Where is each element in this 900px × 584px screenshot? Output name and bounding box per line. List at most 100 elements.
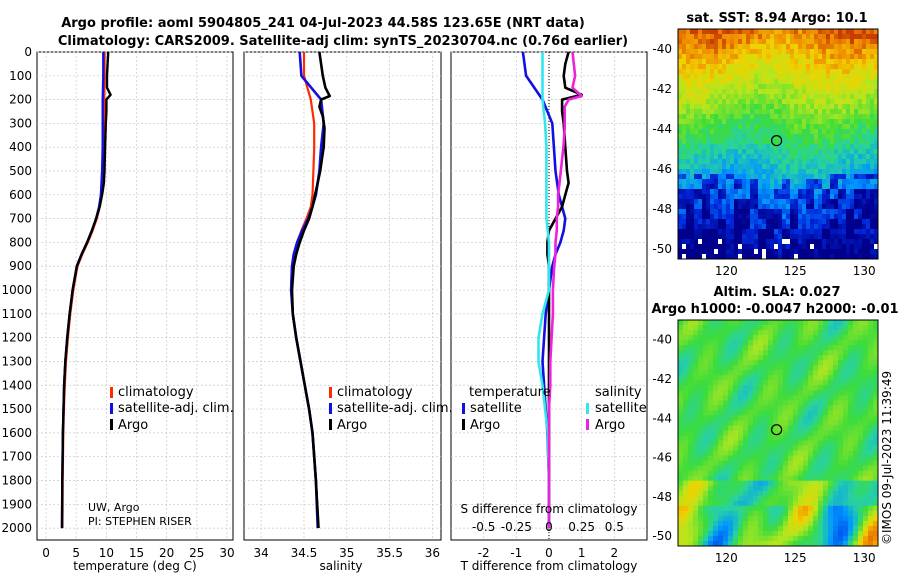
heatmap-cell: [690, 214, 695, 220]
heatmap-cell: [682, 189, 687, 195]
heatmap-cell: [746, 224, 751, 230]
heatmap-cell: [868, 435, 874, 441]
heatmap-cell: [763, 440, 769, 446]
heatmap-cell: [768, 420, 774, 426]
heatmap-cell: [738, 455, 744, 462]
heatmap-cell: [686, 94, 691, 100]
heatmap-cell: [793, 355, 799, 361]
heatmap-cell: [773, 535, 779, 542]
heatmap-cell: [768, 385, 774, 391]
heatmap-cell: [694, 39, 699, 45]
heatmap-cell: [858, 174, 863, 180]
heatmap-cell: [743, 335, 749, 341]
heatmap-cell: [806, 109, 811, 115]
heatmap-cell: [770, 214, 775, 220]
heatmap-cell: [808, 350, 814, 356]
heatmap-cell: [838, 365, 844, 371]
heatmap-cell: [758, 515, 764, 522]
heatmap-cell: [838, 455, 844, 462]
heatmap-cell: [713, 375, 719, 381]
heatmap-cell: [846, 119, 851, 125]
heatmap-cell: [783, 440, 789, 446]
heatmap-cell: [828, 495, 834, 502]
heatmap-cell: [818, 465, 824, 472]
heatmap-cell: [682, 109, 687, 115]
heatmap-cell: [742, 179, 747, 185]
sst-map: sat. SST: 8.94 Argo: 10.1 -40-42-44-46-4…: [652, 11, 879, 278]
heatmap-cell: [746, 184, 751, 190]
heatmap-cell: [773, 410, 779, 416]
heatmap-cell: [783, 360, 789, 366]
heatmap-cell: [838, 415, 844, 421]
heatmap-cell: [793, 525, 799, 532]
heatmap-cell: [722, 29, 727, 35]
heatmap-cell: [686, 154, 691, 160]
heatmap-cell: [793, 395, 799, 401]
heatmap-cell: [786, 214, 791, 220]
heatmap-cell: [814, 89, 819, 95]
heatmap-cell: [763, 395, 769, 401]
heatmap-cell: [703, 450, 709, 456]
heatmap-cell: [874, 154, 879, 160]
heatmap-cell: [798, 405, 804, 411]
heatmap-cell: [693, 455, 699, 462]
heatmap-cell: [790, 229, 795, 235]
heatmap-cell: [738, 64, 743, 70]
heatmap-cell: [803, 470, 809, 477]
heatmap-cell: [726, 129, 731, 135]
heatmap-cell: [694, 209, 699, 215]
heatmap-cell: [762, 34, 767, 40]
heatmap-cell: [826, 129, 831, 135]
heatmap-cell: [830, 54, 835, 60]
heatmap-cell: [690, 99, 695, 105]
heatmap-cell: [798, 345, 804, 351]
sst-heatmap-cells: [678, 29, 879, 260]
heatmap-cell: [738, 540, 744, 547]
heatmap-cell: [788, 440, 794, 446]
heatmap-cell: [848, 440, 854, 446]
heatmap-cell: [738, 365, 744, 371]
heatmap-cell: [753, 450, 759, 456]
heatmap-cell: [718, 94, 723, 100]
heatmap-cell: [828, 380, 834, 386]
heatmap-cell: [803, 370, 809, 376]
heatmap-cell: [803, 400, 809, 406]
heatmap-cell: [788, 445, 794, 451]
heatmap-cell: [838, 189, 843, 195]
heatmap-cell: [842, 74, 847, 80]
heatmap-cell: [854, 104, 859, 110]
heatmap-cell: [734, 224, 739, 230]
heatmap-cell: [722, 149, 727, 155]
heatmap-cell: [850, 59, 855, 65]
heatmap-cell: [678, 239, 683, 245]
heatmap-cell: [678, 84, 683, 90]
heatmap-cell: [870, 194, 875, 200]
heatmap-cell: [802, 174, 807, 180]
heatmap-cell: [728, 520, 734, 527]
heatmap-cell: [694, 234, 699, 240]
heatmap-cell: [734, 54, 739, 60]
heatmap-cell: [863, 410, 869, 416]
heatmap-cell: [794, 184, 799, 190]
heatmap-cell: [770, 244, 775, 250]
heatmap-cell: [838, 435, 844, 441]
heatmap-cell: [768, 410, 774, 416]
heatmap-cell: [763, 345, 769, 351]
heatmap-cell: [828, 330, 834, 336]
heatmap-cell: [826, 234, 831, 240]
heatmap-cell: [798, 154, 803, 160]
heatmap-cell: [866, 109, 871, 115]
heatmap-cell: [818, 355, 824, 361]
heatmap-cell: [762, 49, 767, 55]
heatmap-cell: [746, 64, 751, 70]
heatmap-cell: [794, 39, 799, 45]
heatmap-cell: [798, 355, 804, 361]
heatmap-cell: [706, 79, 711, 85]
heatmap-cell: [866, 224, 871, 230]
heatmap-cell: [678, 510, 684, 517]
heatmap-cell: [818, 109, 823, 115]
heatmap-cell: [783, 495, 789, 502]
heatmap-cell: [814, 104, 819, 110]
heatmap-cell: [762, 209, 767, 215]
heatmap-cell: [833, 475, 839, 482]
